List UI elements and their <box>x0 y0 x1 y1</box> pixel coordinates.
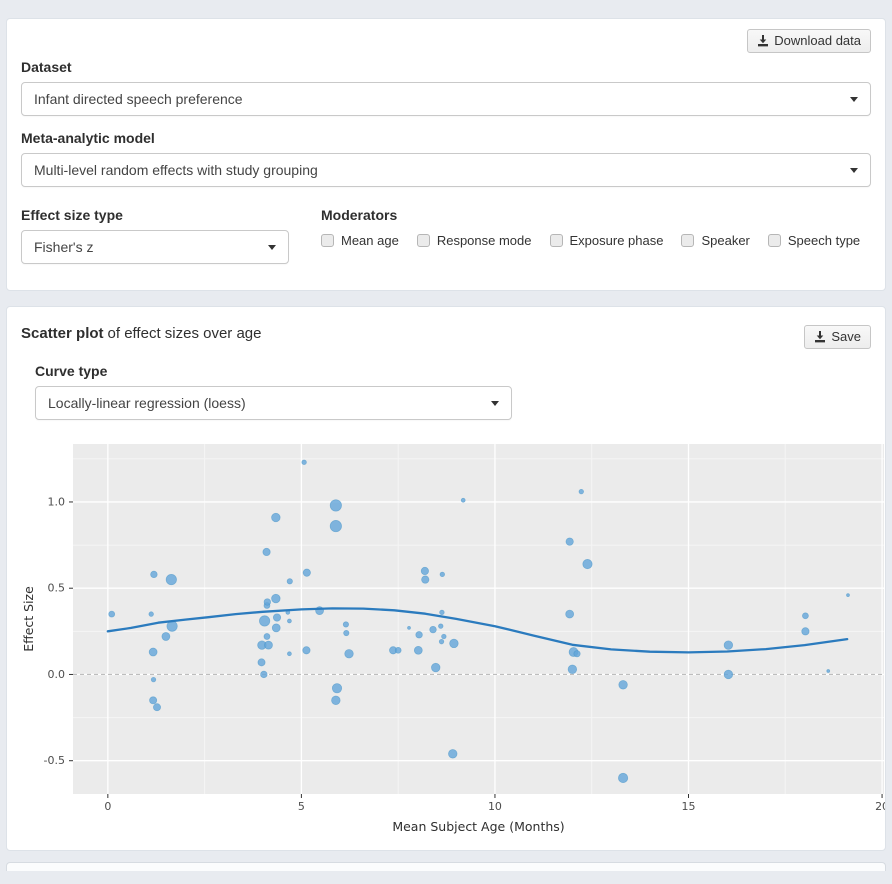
dataset-select-value: Infant directed speech preference <box>34 91 243 107</box>
checkbox[interactable] <box>549 234 563 247</box>
svg-text:1.0: 1.0 <box>48 495 66 508</box>
model-label: Meta-analytic model <box>21 130 155 146</box>
curve-type-select[interactable]: Locally-linear regression (loess) <box>35 386 512 420</box>
svg-text:Mean Subject Age (Months): Mean Subject Age (Months) <box>392 819 564 834</box>
curve-type-label: Curve type <box>35 363 108 379</box>
download-data-button-label: Download data <box>774 33 861 48</box>
svg-text:-0.5: -0.5 <box>44 754 65 767</box>
curve-type-select-value: Locally-linear regression (loess) <box>48 395 246 411</box>
effect-size-select[interactable]: Fisher's z <box>21 230 289 264</box>
svg-text:Effect Size: Effect Size <box>21 586 36 652</box>
moderators-checkbox-group: Mean age Response mode Exposure phase Sp… <box>321 233 871 248</box>
svg-text:0: 0 <box>104 800 111 813</box>
svg-text:20: 20 <box>875 800 885 813</box>
download-icon <box>757 34 769 47</box>
chevron-down-icon <box>268 245 276 250</box>
scatter-title-rest: of effect sizes over age <box>107 325 262 342</box>
svg-text:0.5: 0.5 <box>48 582 66 595</box>
moderator-checkbox-speech-type[interactable]: Speech type <box>767 233 861 248</box>
download-data-button[interactable]: Download data <box>747 29 871 53</box>
chevron-down-icon <box>850 97 858 102</box>
moderator-label: Speech type <box>787 233 861 248</box>
save-button[interactable]: Save <box>804 325 871 349</box>
moderator-checkbox-speaker[interactable]: Speaker <box>681 233 750 248</box>
moderators-label: Moderators <box>321 207 398 223</box>
moderator-checkbox-response-mode[interactable]: Response mode <box>416 233 532 248</box>
scatter-plot-panel: Scatter plot of effect sizes over age Sav… <box>6 306 886 851</box>
model-select[interactable]: Multi-level random effects with study gr… <box>21 153 871 187</box>
svg-text:15: 15 <box>682 800 696 813</box>
model-select-value: Multi-level random effects with study gr… <box>34 162 318 178</box>
scatter-plot: 0 5 10 15 20 -0.5 0.0 0.5 1.0 Mean Subject Age (M… <box>21 436 885 840</box>
scatter-plot-title: Scatter plot of effect sizes over age <box>21 325 262 342</box>
checkbox[interactable] <box>681 234 695 247</box>
effect-size-label: Effect size type <box>21 207 123 223</box>
moderator-label: Response mode <box>436 233 532 248</box>
moderator-checkbox-exposure-phase[interactable]: Exposure phase <box>549 233 664 248</box>
dataset-select[interactable]: Infant directed speech preference <box>21 82 871 116</box>
chevron-down-icon <box>850 168 858 173</box>
save-button-label: Save <box>831 329 861 344</box>
next-panel-edge <box>6 862 886 871</box>
controls-panel: Download data Dataset Infant directed sp… <box>6 18 886 291</box>
effect-size-select-value: Fisher's z <box>34 239 94 255</box>
chevron-down-icon <box>491 401 499 406</box>
checkbox[interactable] <box>416 234 430 247</box>
moderator-label: Speaker <box>701 233 750 248</box>
svg-text:0.0: 0.0 <box>48 668 66 681</box>
checkbox[interactable] <box>767 234 781 247</box>
scatter-plot-svg: 0 5 10 15 20 -0.5 0.0 0.5 1.0 Mean Subject Age (M… <box>21 444 885 834</box>
checkbox[interactable] <box>321 234 334 247</box>
svg-text:10: 10 <box>488 800 502 813</box>
dataset-label: Dataset <box>21 59 72 75</box>
moderator-label: Exposure phase <box>569 233 664 248</box>
download-icon <box>814 330 826 343</box>
scatter-title-bold: Scatter plot <box>21 325 104 342</box>
moderator-checkbox-mean-age[interactable]: Mean age <box>321 233 399 248</box>
moderator-label: Mean age <box>341 233 399 248</box>
svg-text:5: 5 <box>298 800 305 813</box>
